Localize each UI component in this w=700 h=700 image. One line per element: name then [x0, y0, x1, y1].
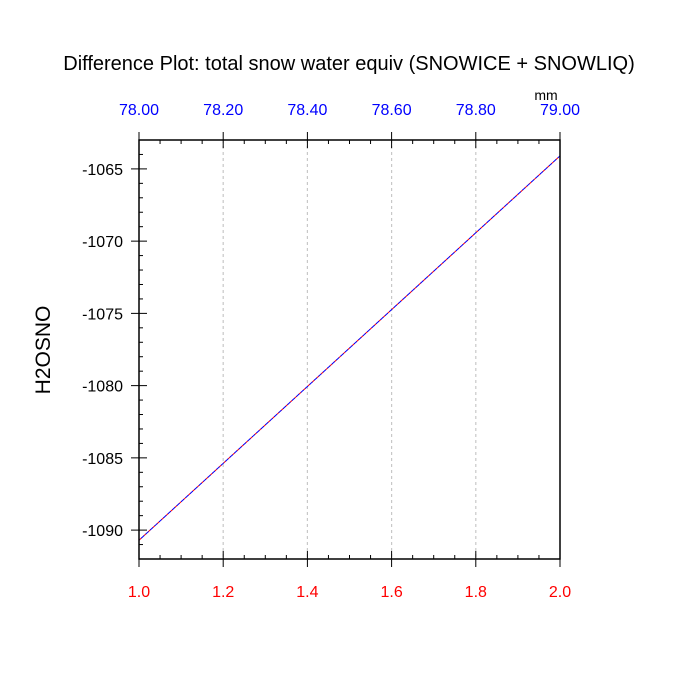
y-axis-label: H2OSNO — [32, 306, 55, 395]
series-group — [138, 155, 561, 541]
x-tick-label: 1.8 — [465, 584, 487, 601]
x-tick-label: 2.0 — [549, 584, 571, 601]
y-tick-label: -1090 — [82, 523, 123, 540]
top-tick-label: 78.80 — [456, 102, 496, 119]
top-tick-label: 79.00 — [540, 102, 580, 119]
y-tick-label: -1065 — [82, 162, 123, 179]
top-tick-label: 78.00 — [119, 102, 159, 119]
top-tick-label: 78.40 — [287, 102, 327, 119]
series-line — [138, 155, 561, 541]
y-tick-label: -1075 — [82, 306, 123, 323]
y-tick-label: -1080 — [82, 379, 123, 396]
y-tick-label: -1085 — [82, 451, 123, 468]
units-label: mm — [534, 87, 557, 103]
top-tick-label: 78.20 — [203, 102, 243, 119]
x-tick-label: 1.4 — [296, 584, 318, 601]
chart-title: Difference Plot: total snow water equiv … — [63, 53, 634, 75]
top-tick-label: 78.60 — [372, 102, 412, 119]
x-tick-label: 1.0 — [128, 584, 150, 601]
tick-labels: 1.0 1.2 1.4 1.6 1.8 2.0 78.00 78.20 78.40 78.60 78… — [82, 102, 580, 601]
y-tick-label: -1070 — [82, 234, 123, 251]
tick-marks — [131, 132, 561, 567]
x-tick-label: 1.6 — [380, 584, 402, 601]
plot-frame — [138, 139, 561, 560]
grid-lines — [222, 140, 477, 559]
x-tick-label: 1.2 — [212, 584, 234, 601]
